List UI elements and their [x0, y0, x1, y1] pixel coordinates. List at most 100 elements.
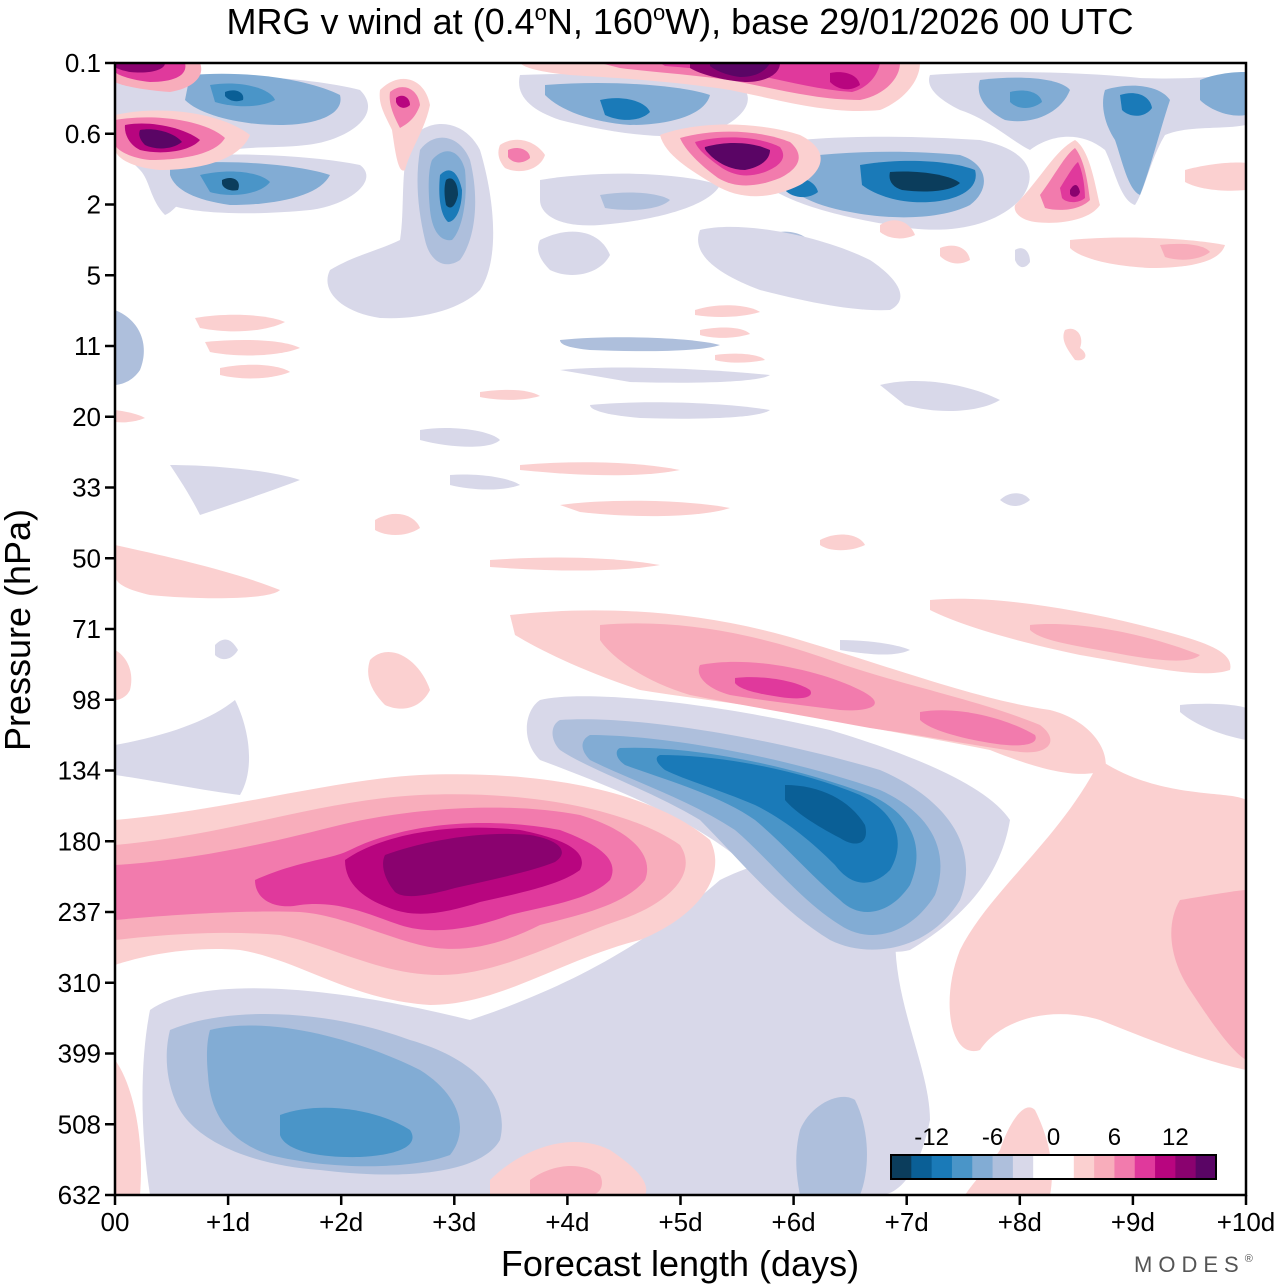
colorbar-swatch: [992, 1155, 1014, 1179]
colorbar-tick-label: 0: [1047, 1124, 1060, 1151]
colorbar-swatch: [1012, 1155, 1034, 1179]
contour-pos-71-left: [115, 650, 132, 700]
y-tick-label: 5: [87, 260, 101, 290]
y-tick-label: 2: [87, 190, 101, 220]
colorbar-swatch: [931, 1155, 953, 1179]
y-tick-label: 180: [58, 826, 101, 856]
contour-pos-band-east: [920, 710, 1036, 746]
x-axis-title: Forecast length (days): [501, 1243, 859, 1284]
contour-pos-strat-top-center-6: [830, 72, 860, 90]
contour-neg-strat-ne-4: [1103, 85, 1170, 195]
contour-pos-strat-5hPa-right-2: [1160, 243, 1210, 260]
contour-neg-71-left: [215, 639, 238, 660]
x-tick-label: +6d: [772, 1207, 816, 1237]
contour-neg-98-right: [1180, 703, 1246, 740]
contour-neg-strat-mid-right-3: [600, 98, 650, 120]
x-tick-label: +4d: [545, 1207, 589, 1237]
contour-pos-11-left-1: [195, 314, 285, 332]
contour-pos-50-row: [490, 557, 660, 571]
colorbar-tick-label: -12: [914, 1124, 949, 1151]
x-tick-label: +2d: [319, 1207, 363, 1237]
contour-neg-strat-core-left: [210, 83, 275, 107]
x-tick-label: +8d: [998, 1207, 1042, 1237]
y-tick-label: 71: [72, 614, 101, 644]
contour-pos-strat-top-center-5: [710, 63, 770, 77]
y-tick-label: 0.1: [65, 48, 101, 78]
contour-pos-11-left-2: [205, 340, 300, 356]
contour-neg-33-mid: [450, 474, 520, 490]
contour-neg-upper-core: [785, 785, 866, 844]
contour-neg-strat-dark-left: [225, 90, 244, 102]
colorbar-tick-label: -6: [982, 1124, 1003, 1151]
contour-neg-20-mid2: [590, 402, 770, 419]
colorbar: -12 -6 0 6 12: [890, 1124, 1217, 1180]
y-tick-label: 632: [58, 1180, 101, 1210]
contour-neg-20-mid1: [420, 428, 500, 447]
x-tick-label: +3d: [432, 1207, 476, 1237]
contour-neg-strat-ne-6: [1200, 72, 1246, 116]
contour-neg-lower-core: [280, 1107, 413, 1158]
contour-pos-33-left: [375, 513, 420, 535]
contour-pos-20-left: [115, 410, 145, 423]
contour-neg-upper-4: [656, 755, 898, 883]
contour-pos-33-row: [520, 462, 680, 476]
contour-pos-right-lower: [949, 760, 1246, 1070]
contour-pos-11-mid-2: [700, 327, 750, 338]
colorbar-swatch: [1134, 1155, 1156, 1179]
contour-pos-strat-east-far: [1185, 162, 1246, 191]
contour-neg-strat-east-core: [889, 171, 960, 192]
x-tick-label: +7d: [885, 1207, 929, 1237]
contour-neg-strat-ne-5: [1120, 93, 1152, 116]
contour-neg-20-row: [560, 367, 770, 383]
contour-pos-strat-0.6-left-core: [139, 129, 182, 149]
contour-neg-strat-5hPa-far: [1015, 248, 1030, 268]
x-tick-label: +9d: [1111, 1207, 1155, 1237]
x-tick-label: +5d: [658, 1207, 702, 1237]
contour-neg-strat-2hPa-row-2: [600, 192, 670, 210]
y-axis-title: Pressure (hPa): [0, 509, 38, 751]
y-tick-label: 508: [58, 1109, 101, 1139]
y-tick-label: 20: [72, 402, 101, 432]
contour-neg-11-left: [115, 310, 144, 385]
contour-pos-50-left: [115, 545, 280, 599]
contour-pos-band-core: [735, 677, 811, 699]
contour-pos-strat-5hPa-small: [880, 220, 915, 239]
contour-pos-20-mid: [480, 389, 540, 400]
x-tick-label: 00: [101, 1207, 130, 1237]
y-tick-label: 134: [58, 756, 101, 786]
y-tick-label: 310: [58, 968, 101, 998]
colorbar-swatch: [891, 1155, 912, 1179]
y-tick-label: 33: [72, 473, 101, 503]
contour-pos-11-mid-3: [715, 353, 765, 363]
contour-pos-33-mid: [560, 500, 730, 517]
colorbar-swatch: [1175, 1155, 1197, 1179]
contour-pos-71-east-2: [1030, 624, 1200, 661]
colorbar-swatch: [972, 1155, 994, 1179]
contour-pos-11-right: [1063, 328, 1086, 361]
contour-pos-strat-col-3: [396, 95, 410, 108]
colorbar-swatch: [1094, 1155, 1115, 1179]
colorbar-swatch: [1033, 1155, 1054, 1179]
contour-neg-134-left: [115, 700, 250, 795]
colorbar-tick-label: 12: [1162, 1124, 1189, 1151]
y-tick-label: 399: [58, 1039, 101, 1069]
colorbar-swatch: [1114, 1155, 1136, 1179]
contour-field: [115, 63, 1246, 1195]
contour-neg-strat-row2-dark: [222, 178, 239, 191]
y-tick-label: 50: [72, 543, 101, 573]
contour-neg-33-right: [1000, 493, 1030, 506]
y-tick-label: 98: [72, 685, 101, 715]
colorbar-labels: -12 -6 0 6 12: [914, 1124, 1188, 1151]
colorbar-swatch: [1073, 1155, 1095, 1179]
y-tick-label: 0.6: [65, 119, 101, 149]
contour-pos-strat-0.8-center-core: [704, 143, 770, 170]
contour-neg-11-mid: [560, 337, 720, 352]
contour-pos-bottom-center-2: [530, 1165, 602, 1195]
x-tick-label: +1d: [206, 1207, 250, 1237]
contour-pos-strat-topleft-3: [115, 63, 165, 73]
contour-pos-11-mid-1: [695, 305, 760, 317]
colorbar-swatch: [951, 1155, 973, 1179]
colorbar-swatch: [911, 1155, 933, 1179]
contour-pos-upper-core: [383, 833, 562, 897]
